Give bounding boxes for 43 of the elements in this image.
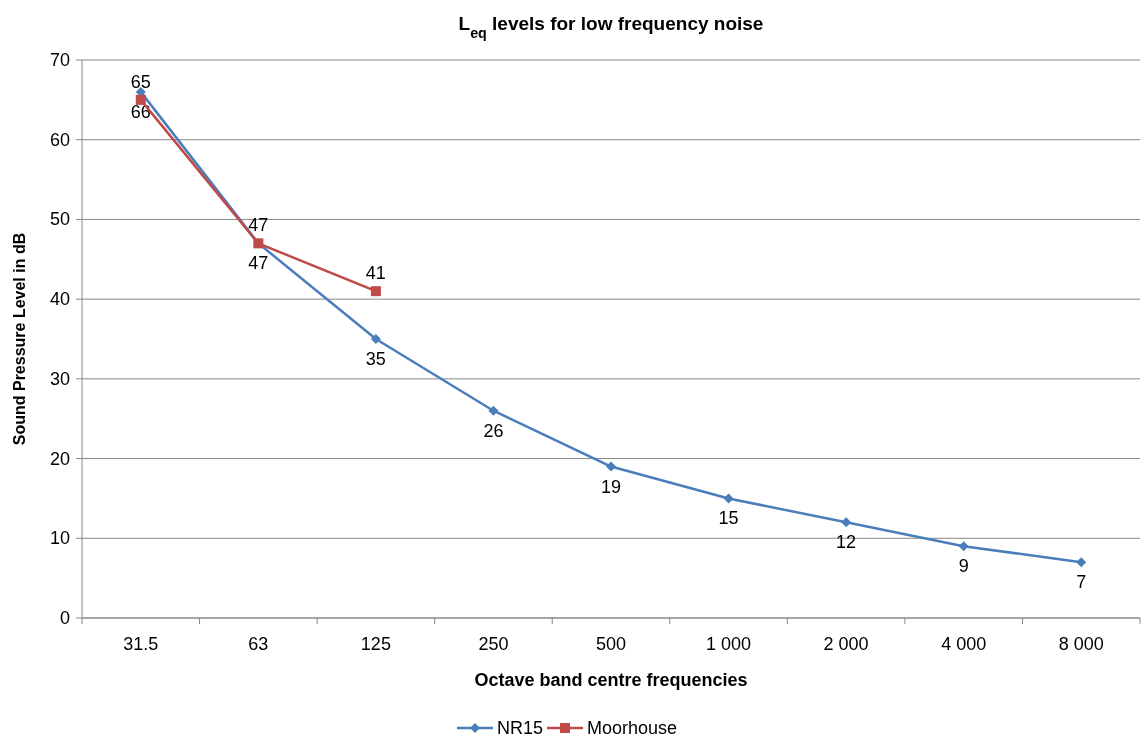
x-tick-label: 500	[595, 634, 627, 654]
point	[723, 493, 734, 504]
data-label: 7	[1076, 572, 1087, 593]
y-tick-label: 0	[59, 608, 70, 628]
data-label: 15	[718, 508, 739, 529]
data-label: 35	[365, 349, 386, 369]
x-tick-label: 8 000	[1058, 634, 1104, 654]
y-axis-title: Sound Pressure Level in dB	[11, 232, 28, 446]
x-tick-label: 4 000	[941, 634, 987, 654]
y-tick-label: 70	[49, 50, 70, 70]
data-label: 47	[248, 253, 269, 274]
data-label: 26	[483, 420, 504, 441]
data-label: 66	[130, 101, 151, 122]
data-label: 41	[365, 263, 386, 284]
x-tick-label: 31.5	[123, 634, 159, 654]
point	[958, 541, 969, 552]
y-tick-label: 30	[49, 368, 70, 389]
point	[841, 517, 852, 528]
point	[606, 461, 616, 472]
point	[370, 334, 381, 344]
point	[1076, 557, 1087, 568]
x-tick-label: 1 000	[706, 634, 752, 654]
x-axis-title: Octave band centre frequencies	[474, 670, 748, 690]
y-tick-label: 40	[49, 289, 70, 310]
x-tick-label: 250	[478, 634, 509, 654]
y-tick-label: 50	[49, 209, 70, 230]
data-label: 47	[248, 215, 269, 236]
data-label: 12	[836, 532, 857, 553]
data-label: 65	[130, 71, 151, 92]
legend-label: Moorhouse	[587, 718, 678, 738]
point	[488, 405, 499, 416]
x-tick-label: 2 000	[823, 634, 869, 654]
data-label: 9	[958, 556, 969, 577]
y-tick-label: 20	[49, 448, 70, 469]
data-label: 19	[600, 476, 622, 497]
chart-title: L$_{eq}$ levels for low frequency noise	[458, 13, 764, 41]
x-tick-label: 125	[360, 634, 391, 654]
point	[135, 94, 146, 105]
point	[370, 286, 381, 297]
y-tick-label: 10	[49, 528, 70, 549]
legend-label: NR15	[497, 718, 544, 738]
x-tick-label: 63	[248, 634, 269, 654]
y-tick-label: 60	[49, 129, 70, 150]
